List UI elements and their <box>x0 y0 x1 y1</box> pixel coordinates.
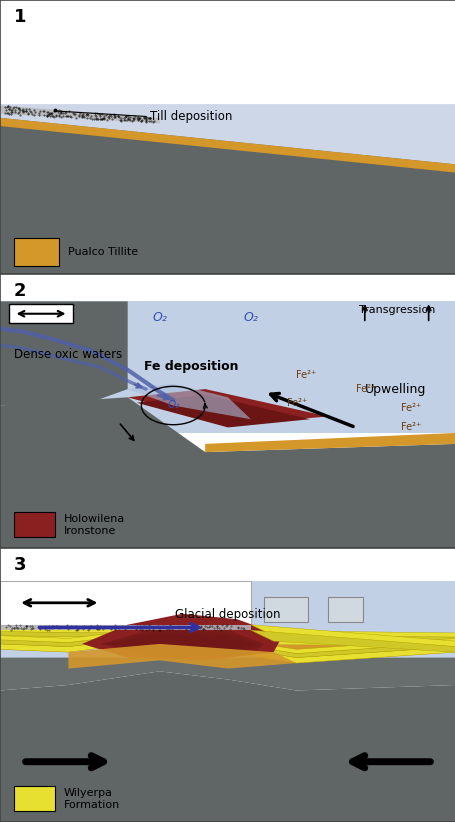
Text: Dense oxic waters: Dense oxic waters <box>14 348 121 361</box>
Text: 1: 1 <box>14 8 26 26</box>
Polygon shape <box>127 389 328 425</box>
Polygon shape <box>205 433 455 452</box>
Polygon shape <box>0 672 455 822</box>
Polygon shape <box>0 274 455 302</box>
Text: Fe²⁺: Fe²⁺ <box>296 370 316 380</box>
Text: Upwelling: Upwelling <box>364 382 425 395</box>
Polygon shape <box>0 581 455 658</box>
Polygon shape <box>0 581 250 625</box>
Polygon shape <box>0 641 455 663</box>
Polygon shape <box>0 302 127 405</box>
Polygon shape <box>136 395 309 427</box>
Polygon shape <box>0 118 455 173</box>
Polygon shape <box>0 118 455 274</box>
Text: Holowilena
Ironstone: Holowilena Ironstone <box>64 514 125 535</box>
FancyBboxPatch shape <box>9 304 73 323</box>
Polygon shape <box>0 625 250 630</box>
Polygon shape <box>0 627 455 653</box>
Text: Transgression: Transgression <box>358 305 434 315</box>
Text: Pualco Tillite: Pualco Tillite <box>68 247 138 257</box>
Text: Fe deposition: Fe deposition <box>144 360 238 373</box>
Polygon shape <box>0 105 159 123</box>
Polygon shape <box>0 0 455 104</box>
Polygon shape <box>127 384 250 419</box>
Polygon shape <box>0 635 455 663</box>
Polygon shape <box>68 644 296 668</box>
Text: 2: 2 <box>14 282 26 300</box>
Polygon shape <box>0 548 455 581</box>
Text: Glacial deposition: Glacial deposition <box>175 607 280 621</box>
Text: O₂: O₂ <box>243 311 258 324</box>
Bar <box>14 238 59 266</box>
Bar <box>14 787 55 811</box>
Polygon shape <box>111 634 253 651</box>
Polygon shape <box>0 302 455 433</box>
Polygon shape <box>100 627 264 658</box>
Text: Till deposition: Till deposition <box>150 110 233 123</box>
Text: Fe²⁺: Fe²⁺ <box>287 398 307 408</box>
Polygon shape <box>0 104 455 164</box>
Bar <box>14 512 55 537</box>
Text: Wilyerpa
Formation: Wilyerpa Formation <box>64 788 120 810</box>
Polygon shape <box>0 397 455 548</box>
Polygon shape <box>0 658 455 690</box>
Bar <box>328 598 362 622</box>
Polygon shape <box>250 630 455 652</box>
Polygon shape <box>250 625 455 647</box>
Polygon shape <box>106 630 258 654</box>
Polygon shape <box>0 631 455 658</box>
Text: O₂: O₂ <box>167 400 179 410</box>
Polygon shape <box>82 614 282 660</box>
Text: Fe²⁺: Fe²⁺ <box>400 423 420 432</box>
Bar <box>264 598 307 622</box>
Text: Fe²⁺: Fe²⁺ <box>355 384 375 394</box>
Text: Fe²⁺: Fe²⁺ <box>400 403 420 413</box>
Text: O₂: O₂ <box>152 311 167 324</box>
Text: 3: 3 <box>14 556 26 575</box>
